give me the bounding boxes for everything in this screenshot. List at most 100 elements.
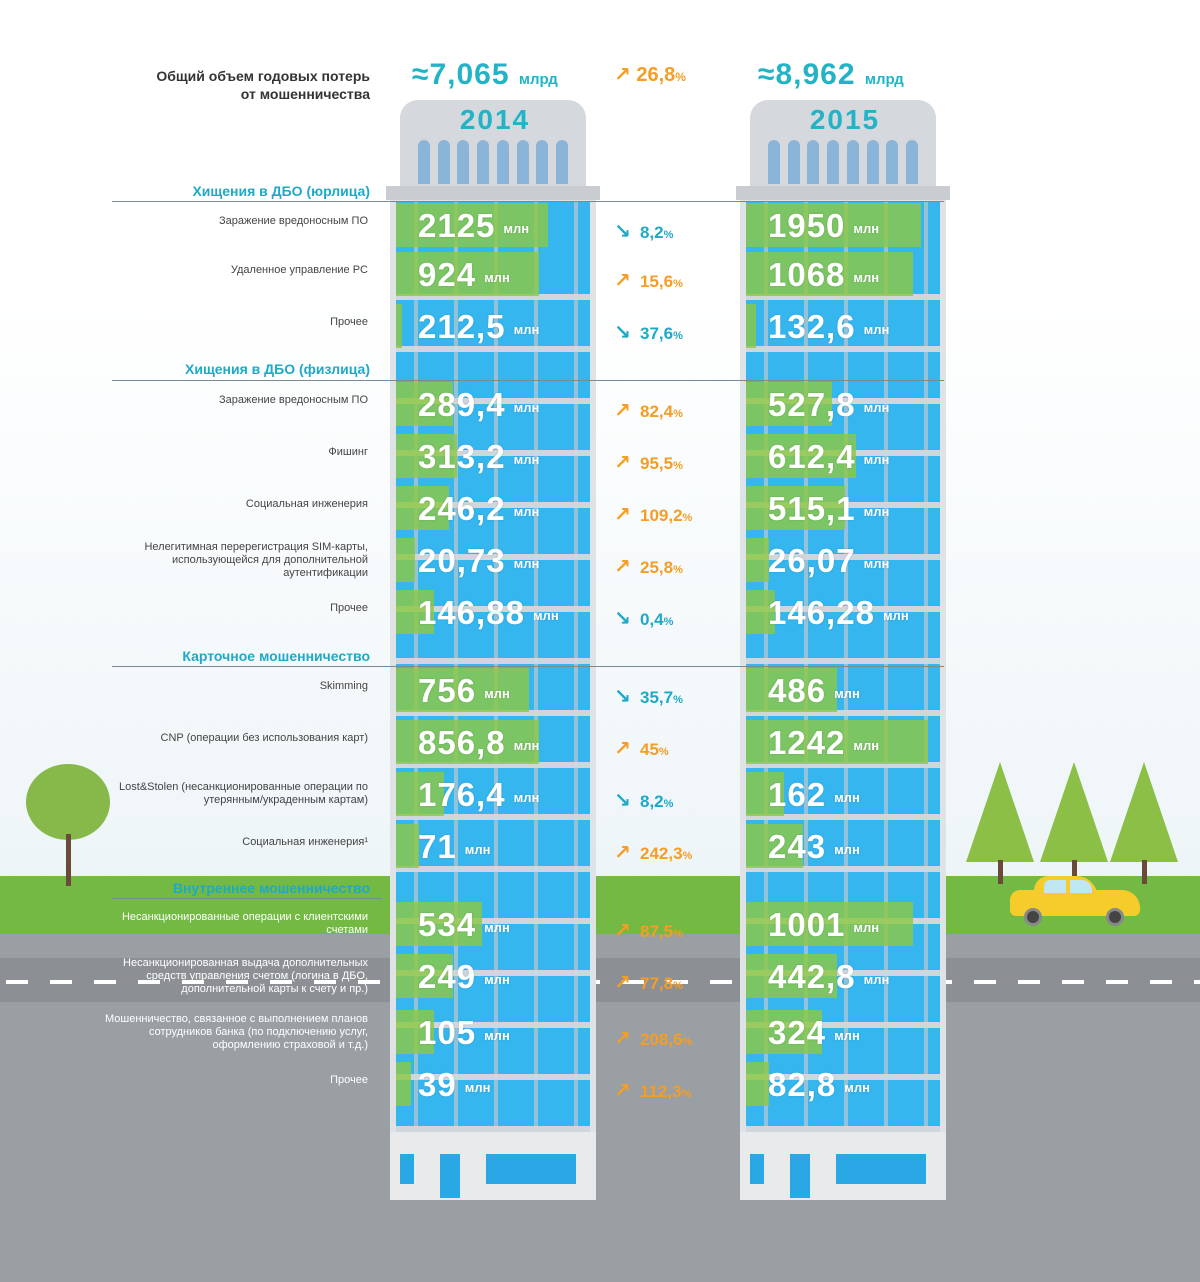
value-unit: млн (834, 1027, 860, 1043)
change-value: 87,5 (640, 922, 674, 941)
arrow-down-icon: ↘ (614, 221, 631, 243)
bar-2015 (746, 720, 928, 764)
section-title-legal: Хищения в ДБО (юрлица) (192, 183, 370, 199)
bar-2014 (396, 304, 402, 348)
value-2014: 71 млн (418, 828, 491, 865)
value-unit: млн (484, 1027, 510, 1043)
row-label: Прочее (330, 1073, 368, 1086)
road-dash (1150, 980, 1172, 984)
value-unit: млн (863, 399, 890, 415)
value-unit: млн (513, 503, 540, 519)
change-value: 45 (640, 740, 659, 759)
change-value: 8,2 (640, 223, 664, 242)
value-2015: 146,28 млн (768, 594, 909, 631)
row-label: Прочее (330, 315, 368, 328)
change-value: 0,4 (640, 610, 664, 629)
arrow-up-icon: ↗ (614, 64, 631, 86)
arrow-up-icon: ↗ (614, 1080, 631, 1102)
arrow-up-icon: ↗ (614, 842, 631, 864)
value-unit: млн (834, 685, 860, 701)
value-unit: млн (503, 220, 530, 236)
value-unit: млн (513, 555, 540, 571)
road-dash (358, 980, 380, 984)
value-unit: млн (484, 919, 510, 935)
percent-sign: % (663, 229, 674, 241)
value-2015: 82,8 млн (768, 1066, 870, 1103)
value-2015: 515,1 млн (768, 490, 890, 527)
value-2015: 1068 млн (768, 256, 880, 293)
value-2014: 39 млн (418, 1066, 491, 1103)
value-unit: млн (464, 841, 491, 857)
value-2014: 856,8 млн (418, 724, 540, 761)
change-value: 242,3 (640, 844, 683, 863)
percent-sign: % (673, 694, 683, 706)
total-2014: ≈7,065 млрд (412, 58, 558, 91)
arrow-up-icon: ↗ (614, 920, 631, 942)
percent-sign: % (663, 616, 674, 628)
section-rule (112, 666, 944, 667)
change-percent: ↗ 15,6% (614, 268, 683, 293)
change-percent: ↗ 109,2% (614, 502, 692, 527)
value-2015: 243 млн (768, 828, 860, 865)
pine-tree (966, 762, 1034, 862)
row-label: CNP (операции без использования карт) (160, 731, 368, 744)
arrow-up-icon: ↗ (614, 452, 631, 474)
value-unit: млн (834, 841, 860, 857)
road-dash (226, 980, 248, 984)
tower-roof (750, 100, 936, 190)
change-value: 77,8 (640, 974, 674, 993)
section-rule (112, 201, 944, 202)
change-value: 82,4 (640, 402, 674, 421)
change-value: 112,3 (640, 1082, 682, 1101)
value-2014: 246,2 млн (418, 490, 540, 527)
value-2014: 176,4 млн (418, 776, 540, 813)
section-title-cards: Карточное мошенничество (182, 648, 370, 664)
change-percent: ↗ 87,5% (614, 918, 683, 943)
tower-roof (400, 100, 586, 190)
value-unit: млн (513, 321, 540, 337)
row-label: Нелегитимная перерегистрация SIM-карты, … (144, 540, 368, 579)
value-unit: млн (484, 971, 510, 987)
arrow-up-icon: ↗ (614, 270, 631, 292)
value-2014: 105 млн (418, 1014, 510, 1051)
road-dash (1194, 980, 1200, 984)
value-2014: 146,88 млн (418, 594, 559, 631)
percent-sign: % (682, 850, 693, 862)
value-2014: 534 млн (418, 906, 510, 943)
value-unit: млн (863, 451, 890, 467)
value-2014: 2125 млн (418, 207, 530, 244)
change-percent: ↗ 95,5% (614, 450, 683, 475)
row-label: Фишинг (328, 445, 368, 458)
value-2015: 132,6 млн (768, 308, 890, 345)
value-unit: млн (863, 971, 890, 987)
change-percent: ↘ 8,2% (614, 219, 673, 244)
percent-sign: % (681, 1088, 692, 1100)
value-2015: 1242 млн (768, 724, 880, 761)
change-percent: ↗ 45% (614, 736, 669, 761)
change-percent: ↗ 112,3% (614, 1078, 691, 1103)
section-rule (112, 898, 382, 899)
percent-sign: % (673, 330, 683, 342)
bar-2015 (746, 486, 845, 530)
row-label: Мошенничество, связанное с выполнением п… (105, 1012, 368, 1051)
value-2014: 924 млн (418, 256, 510, 293)
bar-2015 (746, 382, 832, 426)
arrow-up-icon: ↗ (614, 400, 631, 422)
road-dash (182, 980, 204, 984)
row-label: Skimming (319, 679, 368, 692)
value-2015: 324 млн (768, 1014, 860, 1051)
value-unit: млн (513, 737, 540, 753)
value-2015: 442,8 млн (768, 958, 890, 995)
change-percent: ↗ 82,4% (614, 398, 683, 423)
year-2014-label: 2014 (459, 104, 531, 135)
value-2014: 212,5 млн (418, 308, 540, 345)
bar-2014 (396, 590, 434, 634)
change-value: 15,6 (640, 272, 674, 291)
road-dash (1018, 980, 1040, 984)
section-rule (112, 380, 944, 381)
tower-2014 (386, 100, 600, 1200)
percent-sign: % (673, 980, 683, 992)
percent-sign: % (682, 1036, 693, 1048)
value-unit: млн (863, 503, 890, 519)
value-2014: 313,2 млн (418, 438, 540, 475)
